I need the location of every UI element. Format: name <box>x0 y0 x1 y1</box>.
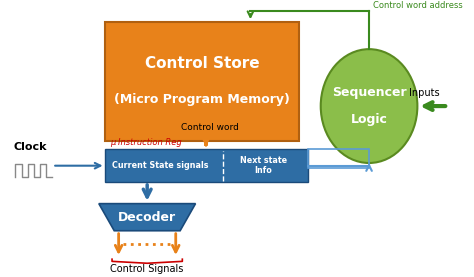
Text: Control word: Control word <box>182 123 239 132</box>
Text: Control Store: Control Store <box>145 56 259 71</box>
Text: Next state
Info: Next state Info <box>239 156 287 175</box>
Text: Decoder: Decoder <box>118 211 176 224</box>
Text: Inputs: Inputs <box>409 88 439 98</box>
Ellipse shape <box>321 49 418 163</box>
FancyBboxPatch shape <box>105 22 299 141</box>
Text: Control word address: Control word address <box>374 1 463 10</box>
Text: Control Signals: Control Signals <box>110 264 184 274</box>
FancyBboxPatch shape <box>105 149 308 182</box>
Text: Clock: Clock <box>13 142 46 152</box>
Text: μ Instruction Reg: μ Instruction Reg <box>110 138 182 147</box>
Text: Logic: Logic <box>351 113 387 126</box>
Text: Sequencer: Sequencer <box>332 86 406 99</box>
Polygon shape <box>99 204 195 231</box>
Text: (Micro Program Memory): (Micro Program Memory) <box>114 93 290 106</box>
Text: Current State signals: Current State signals <box>112 161 208 170</box>
